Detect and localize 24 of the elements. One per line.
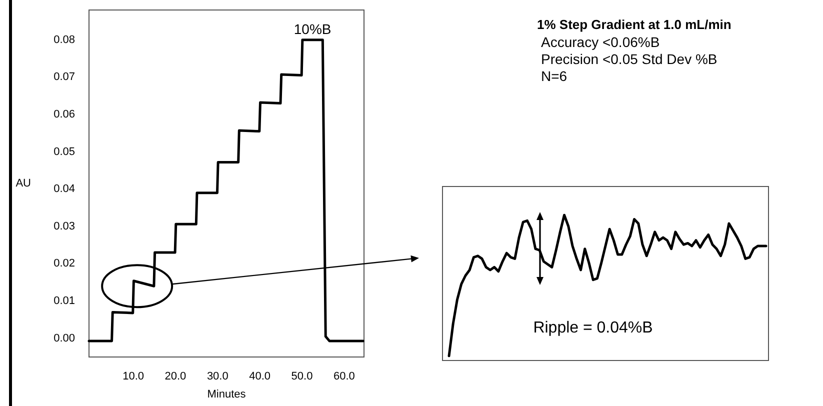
y-tick-label: 0.00 — [54, 332, 75, 344]
x-tick-label: 50.0 — [291, 370, 313, 382]
y-tick-label: 0.06 — [54, 108, 75, 120]
y-tick-label: 0.01 — [54, 295, 75, 308]
y-tick-label: 0.03 — [54, 220, 75, 232]
y-tick-label: 0.02 — [54, 258, 75, 270]
x-tick-label: 30.0 — [206, 370, 228, 382]
x-tick-label: 10.0 — [122, 370, 144, 382]
x-axis-title: Minutes — [207, 388, 246, 400]
x-tick-label: 40.0 — [249, 370, 271, 382]
y-tick-label: 0.07 — [54, 71, 75, 84]
y-tick-label: 0.05 — [54, 146, 75, 158]
y-tick-label: 0.08 — [54, 34, 75, 46]
text: Precision <0.05 Std Dev %B — [541, 51, 718, 67]
y-tick-label: 0.04 — [54, 183, 75, 196]
text: Accuracy <0.06%B — [541, 34, 660, 50]
chart-title: 1% Step Gradient at 1.0 mL/min — [537, 17, 732, 32]
x-tick-label: 60.0 — [333, 370, 355, 382]
x-tick-label: 20.0 — [164, 370, 186, 382]
annotation: Ripple = 0.04%B — [533, 320, 653, 336]
y-axis-title: AU — [16, 178, 32, 190]
text: N=6 — [541, 68, 568, 84]
annotation: 10%B — [294, 20, 332, 37]
line-series — [88, 38, 364, 342]
